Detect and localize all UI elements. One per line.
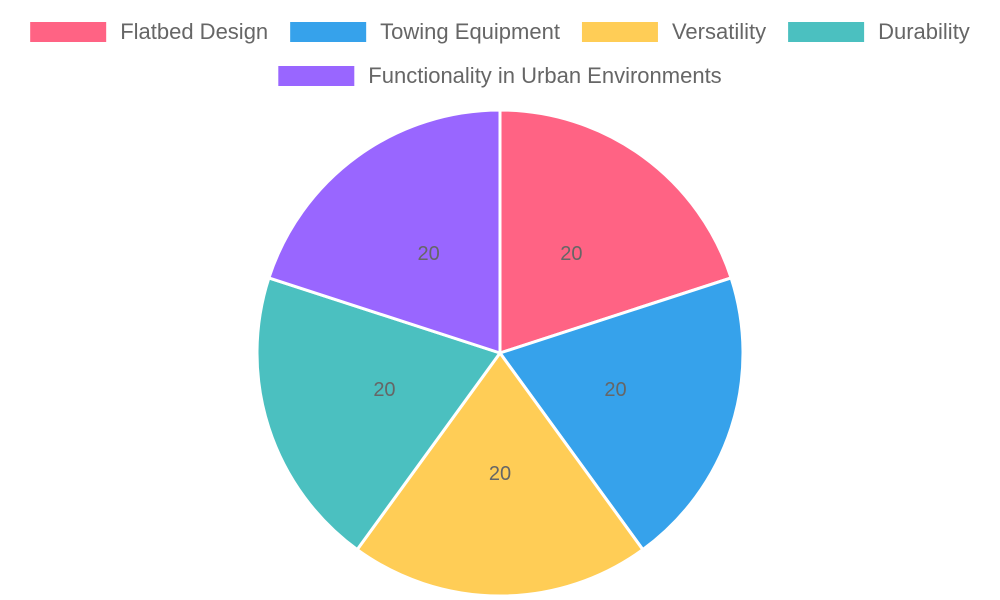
legend-item: Functionality in Urban Environments [278, 63, 722, 88]
legend-label: Durability [878, 19, 970, 44]
legend-label: Functionality in Urban Environments [368, 63, 721, 88]
legend-swatch [278, 66, 355, 86]
legend-item: Flatbed Design [30, 19, 268, 44]
legend-swatch [581, 22, 658, 42]
legend-item: Versatility [581, 19, 766, 44]
value-label: 20 [417, 243, 439, 265]
pie-slice [498, 108, 733, 356]
pie-slice [355, 350, 645, 598]
legend-swatch [290, 22, 367, 42]
legend-label: Flatbed Design [120, 19, 268, 44]
legend-swatch [788, 22, 865, 42]
pie-slice [267, 108, 502, 356]
legend-item: Durability [788, 19, 970, 44]
legend-label: Versatility [672, 19, 766, 44]
value-label: 20 [373, 379, 395, 401]
value-labels: 20 20 20 20 20 [373, 243, 626, 485]
legend-item: Towing Equipment [290, 19, 560, 44]
legend-swatch [30, 22, 107, 42]
pie-slice [497, 276, 745, 552]
value-label: 20 [604, 379, 626, 401]
pie [255, 108, 745, 598]
value-label: 20 [560, 243, 582, 265]
legend-label: Towing Equipment [380, 19, 560, 44]
value-label: 20 [489, 463, 511, 485]
legend: Flatbed Design Towing Equipment Versatilit… [30, 19, 970, 88]
pie-slice [255, 276, 503, 552]
